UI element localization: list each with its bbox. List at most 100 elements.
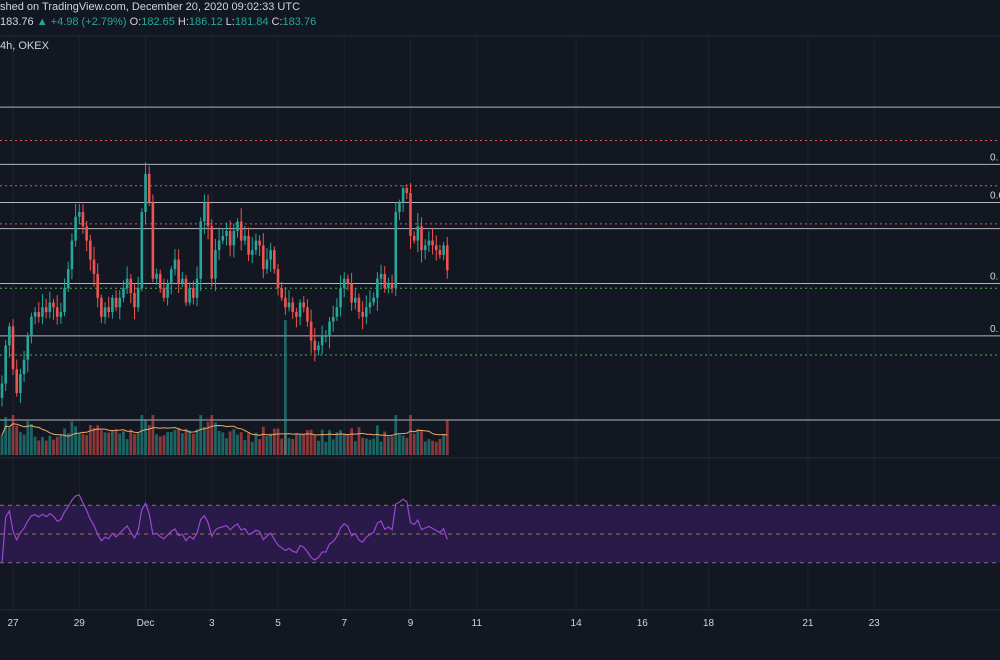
volume-bar-111 <box>409 415 412 455</box>
high-value: 186.12 <box>188 16 223 28</box>
volume-bar-82 <box>302 434 306 455</box>
volume-bar-46 <box>169 431 173 455</box>
rsi-line <box>1 494 448 563</box>
volume-bar-16 <box>59 434 63 455</box>
volume-bar-71 <box>261 426 265 455</box>
volume-bar-7 <box>26 421 30 455</box>
candle-body-21 <box>77 212 81 217</box>
candle-body-67 <box>247 235 250 255</box>
volume-bar-80 <box>295 433 298 455</box>
volume-bar-41 <box>151 415 155 455</box>
candle-body-69 <box>254 240 258 251</box>
volume-bar-61 <box>225 438 228 455</box>
volume-bar-102 <box>375 425 379 455</box>
candle-body-41 <box>151 202 155 279</box>
volume-bar-109 <box>401 435 405 455</box>
open-value: 182.65 <box>141 16 175 28</box>
x-tick-label-2: Dec <box>137 618 155 629</box>
volume-bar-44 <box>162 435 166 455</box>
volume-bar-108 <box>398 434 401 455</box>
candle-body-34 <box>125 278 129 289</box>
volume-bar-19 <box>70 421 74 455</box>
volume-bar-9 <box>33 436 37 455</box>
candle-body-92 <box>339 288 342 308</box>
volume-bar-110 <box>405 437 409 455</box>
candle-body-59 <box>217 240 221 251</box>
candle-body-118 <box>434 245 438 251</box>
volume-bar-89 <box>328 430 331 455</box>
interval-exchange-text: 4h, OKEX <box>0 40 49 52</box>
volume-bar-66 <box>243 440 247 455</box>
volume-bar-40 <box>147 425 151 455</box>
x-axis: 27 29 Dec 3 5 7 9 11 14 16 18 21 23 <box>7 618 880 629</box>
candle-body-32 <box>118 297 122 308</box>
volume-bar-119 <box>438 438 442 455</box>
candle-body-37 <box>136 288 140 308</box>
volume-bar-112 <box>412 433 416 455</box>
open-label: O: <box>129 16 142 28</box>
candle-body-60 <box>221 235 225 241</box>
volume-bar-11 <box>41 436 44 455</box>
candle-body-54 <box>199 221 203 279</box>
volume-bar-31 <box>114 429 118 455</box>
volume-bar-72 <box>265 435 269 455</box>
candle-body-6 <box>22 359 26 374</box>
volume-bar-103 <box>379 441 383 455</box>
volume-bar-33 <box>122 431 125 455</box>
x-tick-label-8: 14 <box>571 618 583 629</box>
candle-body-64 <box>236 221 239 232</box>
volume-bar-30 <box>111 430 114 455</box>
candle-body-72 <box>265 259 269 270</box>
candle-body-48 <box>177 259 180 284</box>
candle-body-11 <box>41 307 44 317</box>
volume-bar-18 <box>66 433 70 455</box>
volume-bar-96 <box>353 441 357 455</box>
candle-body-61 <box>225 231 228 236</box>
volume-bar-43 <box>158 436 162 455</box>
candle-body-35 <box>129 278 133 293</box>
volume-bar-83 <box>306 430 309 455</box>
candle-body-0 <box>0 383 4 398</box>
volume-bar-86 <box>317 440 320 455</box>
close-label: C: <box>271 16 283 28</box>
candle-body-29 <box>107 307 111 313</box>
candle-body-62 <box>228 231 232 246</box>
volume-bar-90 <box>331 439 335 455</box>
candle-body-2 <box>8 326 11 346</box>
interval-exchange: 4h, OKEX <box>0 40 49 52</box>
candle-body-96 <box>353 297 357 303</box>
volume-bar-92 <box>339 430 342 455</box>
candle-body-30 <box>111 297 114 313</box>
volume-bar-1 <box>4 417 8 455</box>
volume-bar-59 <box>217 430 221 455</box>
candle-body-46 <box>169 269 173 284</box>
volume-bar-97 <box>357 427 361 455</box>
volume-bar-0 <box>0 435 4 455</box>
volume-bar-2 <box>7 427 11 455</box>
volume-bar-8 <box>30 424 33 455</box>
volume-bar-24 <box>88 424 92 455</box>
candle-body-53 <box>195 278 199 298</box>
x-tick-label-11: 21 <box>802 618 814 629</box>
candle-body-120 <box>442 245 445 255</box>
volume-bar-101 <box>372 438 376 455</box>
candle-body-75 <box>276 269 280 289</box>
candle-body-102 <box>376 278 379 298</box>
candle-body-76 <box>280 288 283 298</box>
candle-body-108 <box>398 202 401 212</box>
volume-bar-87 <box>320 429 324 455</box>
close-value: 183.76 <box>282 16 317 28</box>
volume-bar-121 <box>445 420 449 455</box>
candle-body-97 <box>357 297 361 313</box>
volume-bar-36 <box>133 434 136 455</box>
candle-body-13 <box>48 302 52 313</box>
volume-bar-13 <box>48 435 52 455</box>
candle-body-87 <box>320 335 324 346</box>
x-tick-label-6: 9 <box>408 618 414 629</box>
low-value: 181.84 <box>234 16 269 28</box>
volume-bar-107 <box>394 415 398 455</box>
volume-bar-120 <box>442 434 445 455</box>
candle-body-50 <box>184 278 188 303</box>
volume-bar-17 <box>63 428 66 455</box>
